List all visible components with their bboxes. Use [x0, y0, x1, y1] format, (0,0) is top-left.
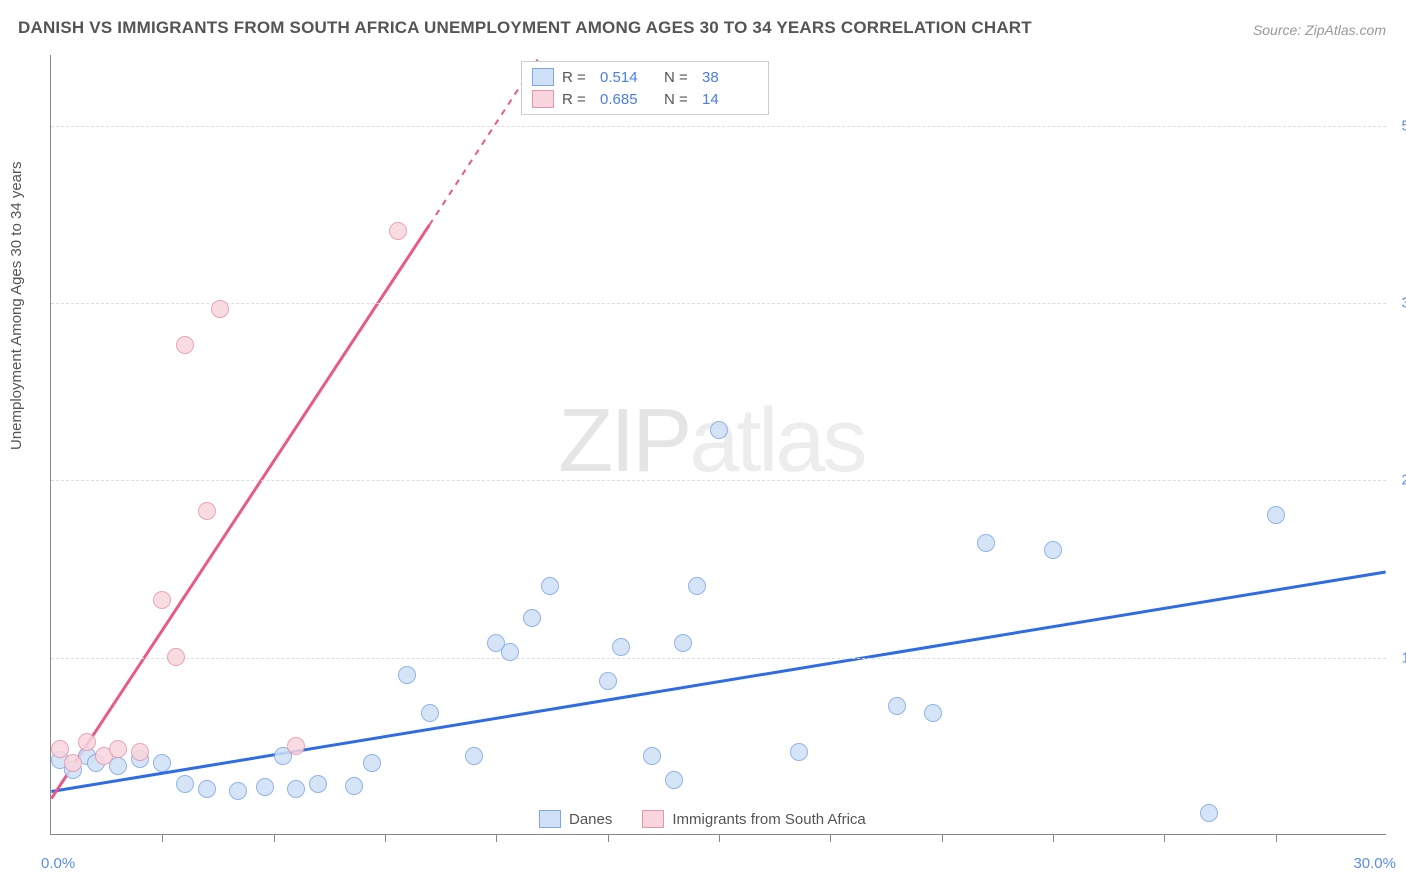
x-tick: [1276, 834, 1277, 842]
data-point-danes: [287, 780, 305, 798]
data-point-danes: [977, 534, 995, 552]
data-point-immigrants: [64, 754, 82, 772]
legend-row-danes: R = 0.514 N = 38: [532, 66, 758, 88]
data-point-danes: [612, 638, 630, 656]
x-tick: [942, 834, 943, 842]
legend-label-danes: Danes: [569, 811, 612, 828]
data-point-danes: [790, 743, 808, 761]
data-point-danes: [1044, 541, 1062, 559]
source-attribution: Source: ZipAtlas.com: [1253, 22, 1386, 38]
n-label: N =: [664, 91, 694, 108]
data-point-danes: [541, 577, 559, 595]
data-point-danes: [1267, 506, 1285, 524]
data-point-danes: [665, 771, 683, 789]
gridline-h: [51, 658, 1386, 659]
n-value-immigrants: 14: [702, 91, 758, 108]
legend-item-danes: Danes: [539, 810, 612, 828]
data-point-danes: [229, 782, 247, 800]
data-point-danes: [363, 754, 381, 772]
y-tick-label: 25.0%: [1401, 472, 1406, 489]
data-point-immigrants: [211, 300, 229, 318]
x-tick: [608, 834, 609, 842]
gridline-h: [51, 303, 1386, 304]
data-point-danes: [153, 754, 171, 772]
x-tick: [496, 834, 497, 842]
data-point-danes: [176, 775, 194, 793]
data-point-danes: [309, 775, 327, 793]
swatch-danes: [532, 68, 554, 86]
data-point-immigrants: [78, 733, 96, 751]
x-tick: [162, 834, 163, 842]
n-value-danes: 38: [702, 69, 758, 86]
data-point-danes: [710, 421, 728, 439]
x-max-label: 30.0%: [1353, 855, 1396, 872]
trend-line: [51, 572, 1385, 792]
x-tick: [385, 834, 386, 842]
r-label: R =: [562, 69, 592, 86]
data-point-danes: [465, 747, 483, 765]
plot-area: ZIPatlas R = 0.514 N = 38 R = 0.685 N = …: [50, 55, 1386, 835]
data-point-danes: [398, 666, 416, 684]
data-point-immigrants: [167, 648, 185, 666]
data-point-danes: [198, 780, 216, 798]
data-point-danes: [523, 609, 541, 627]
x-min-label: 0.0%: [41, 855, 75, 872]
chart-title: DANISH VS IMMIGRANTS FROM SOUTH AFRICA U…: [18, 18, 1032, 38]
data-point-immigrants: [389, 222, 407, 240]
data-point-immigrants: [51, 740, 69, 758]
data-point-danes: [688, 577, 706, 595]
data-point-danes: [1200, 804, 1218, 822]
data-point-danes: [674, 634, 692, 652]
data-point-danes: [924, 704, 942, 722]
data-point-immigrants: [131, 743, 149, 761]
data-point-immigrants: [198, 502, 216, 520]
swatch-immigrants: [532, 90, 554, 108]
data-point-danes: [345, 777, 363, 795]
x-tick: [274, 834, 275, 842]
legend-label-immigrants: Immigrants from South Africa: [672, 811, 865, 828]
swatch-danes: [539, 810, 561, 828]
r-value-immigrants: 0.685: [600, 91, 656, 108]
data-point-immigrants: [287, 737, 305, 755]
data-point-danes: [256, 778, 274, 796]
legend-row-immigrants: R = 0.685 N = 14: [532, 88, 758, 110]
r-value-danes: 0.514: [600, 69, 656, 86]
gridline-h: [51, 126, 1386, 127]
x-tick: [1053, 834, 1054, 842]
data-point-danes: [501, 643, 519, 661]
x-tick: [719, 834, 720, 842]
trend-lines-svg: [51, 55, 1386, 834]
y-tick-label: 12.5%: [1401, 649, 1406, 666]
x-tick: [1164, 834, 1165, 842]
data-point-immigrants: [176, 336, 194, 354]
data-point-danes: [421, 704, 439, 722]
y-tick-label: 50.0%: [1401, 117, 1406, 134]
n-label: N =: [664, 69, 694, 86]
data-point-danes: [599, 672, 617, 690]
data-point-danes: [888, 697, 906, 715]
watermark: ZIPatlas: [558, 390, 864, 493]
x-tick: [830, 834, 831, 842]
swatch-immigrants: [642, 810, 664, 828]
series-legend: Danes Immigrants from South Africa: [531, 810, 874, 828]
trend-line: [51, 225, 429, 799]
r-label: R =: [562, 91, 592, 108]
legend-item-immigrants: Immigrants from South Africa: [642, 810, 865, 828]
data-point-immigrants: [109, 740, 127, 758]
data-point-danes: [643, 747, 661, 765]
y-tick-label: 37.5%: [1401, 295, 1406, 312]
correlation-legend: R = 0.514 N = 38 R = 0.685 N = 14: [521, 61, 769, 115]
y-axis-label: Unemployment Among Ages 30 to 34 years: [8, 161, 25, 450]
data-point-immigrants: [153, 591, 171, 609]
gridline-h: [51, 480, 1386, 481]
